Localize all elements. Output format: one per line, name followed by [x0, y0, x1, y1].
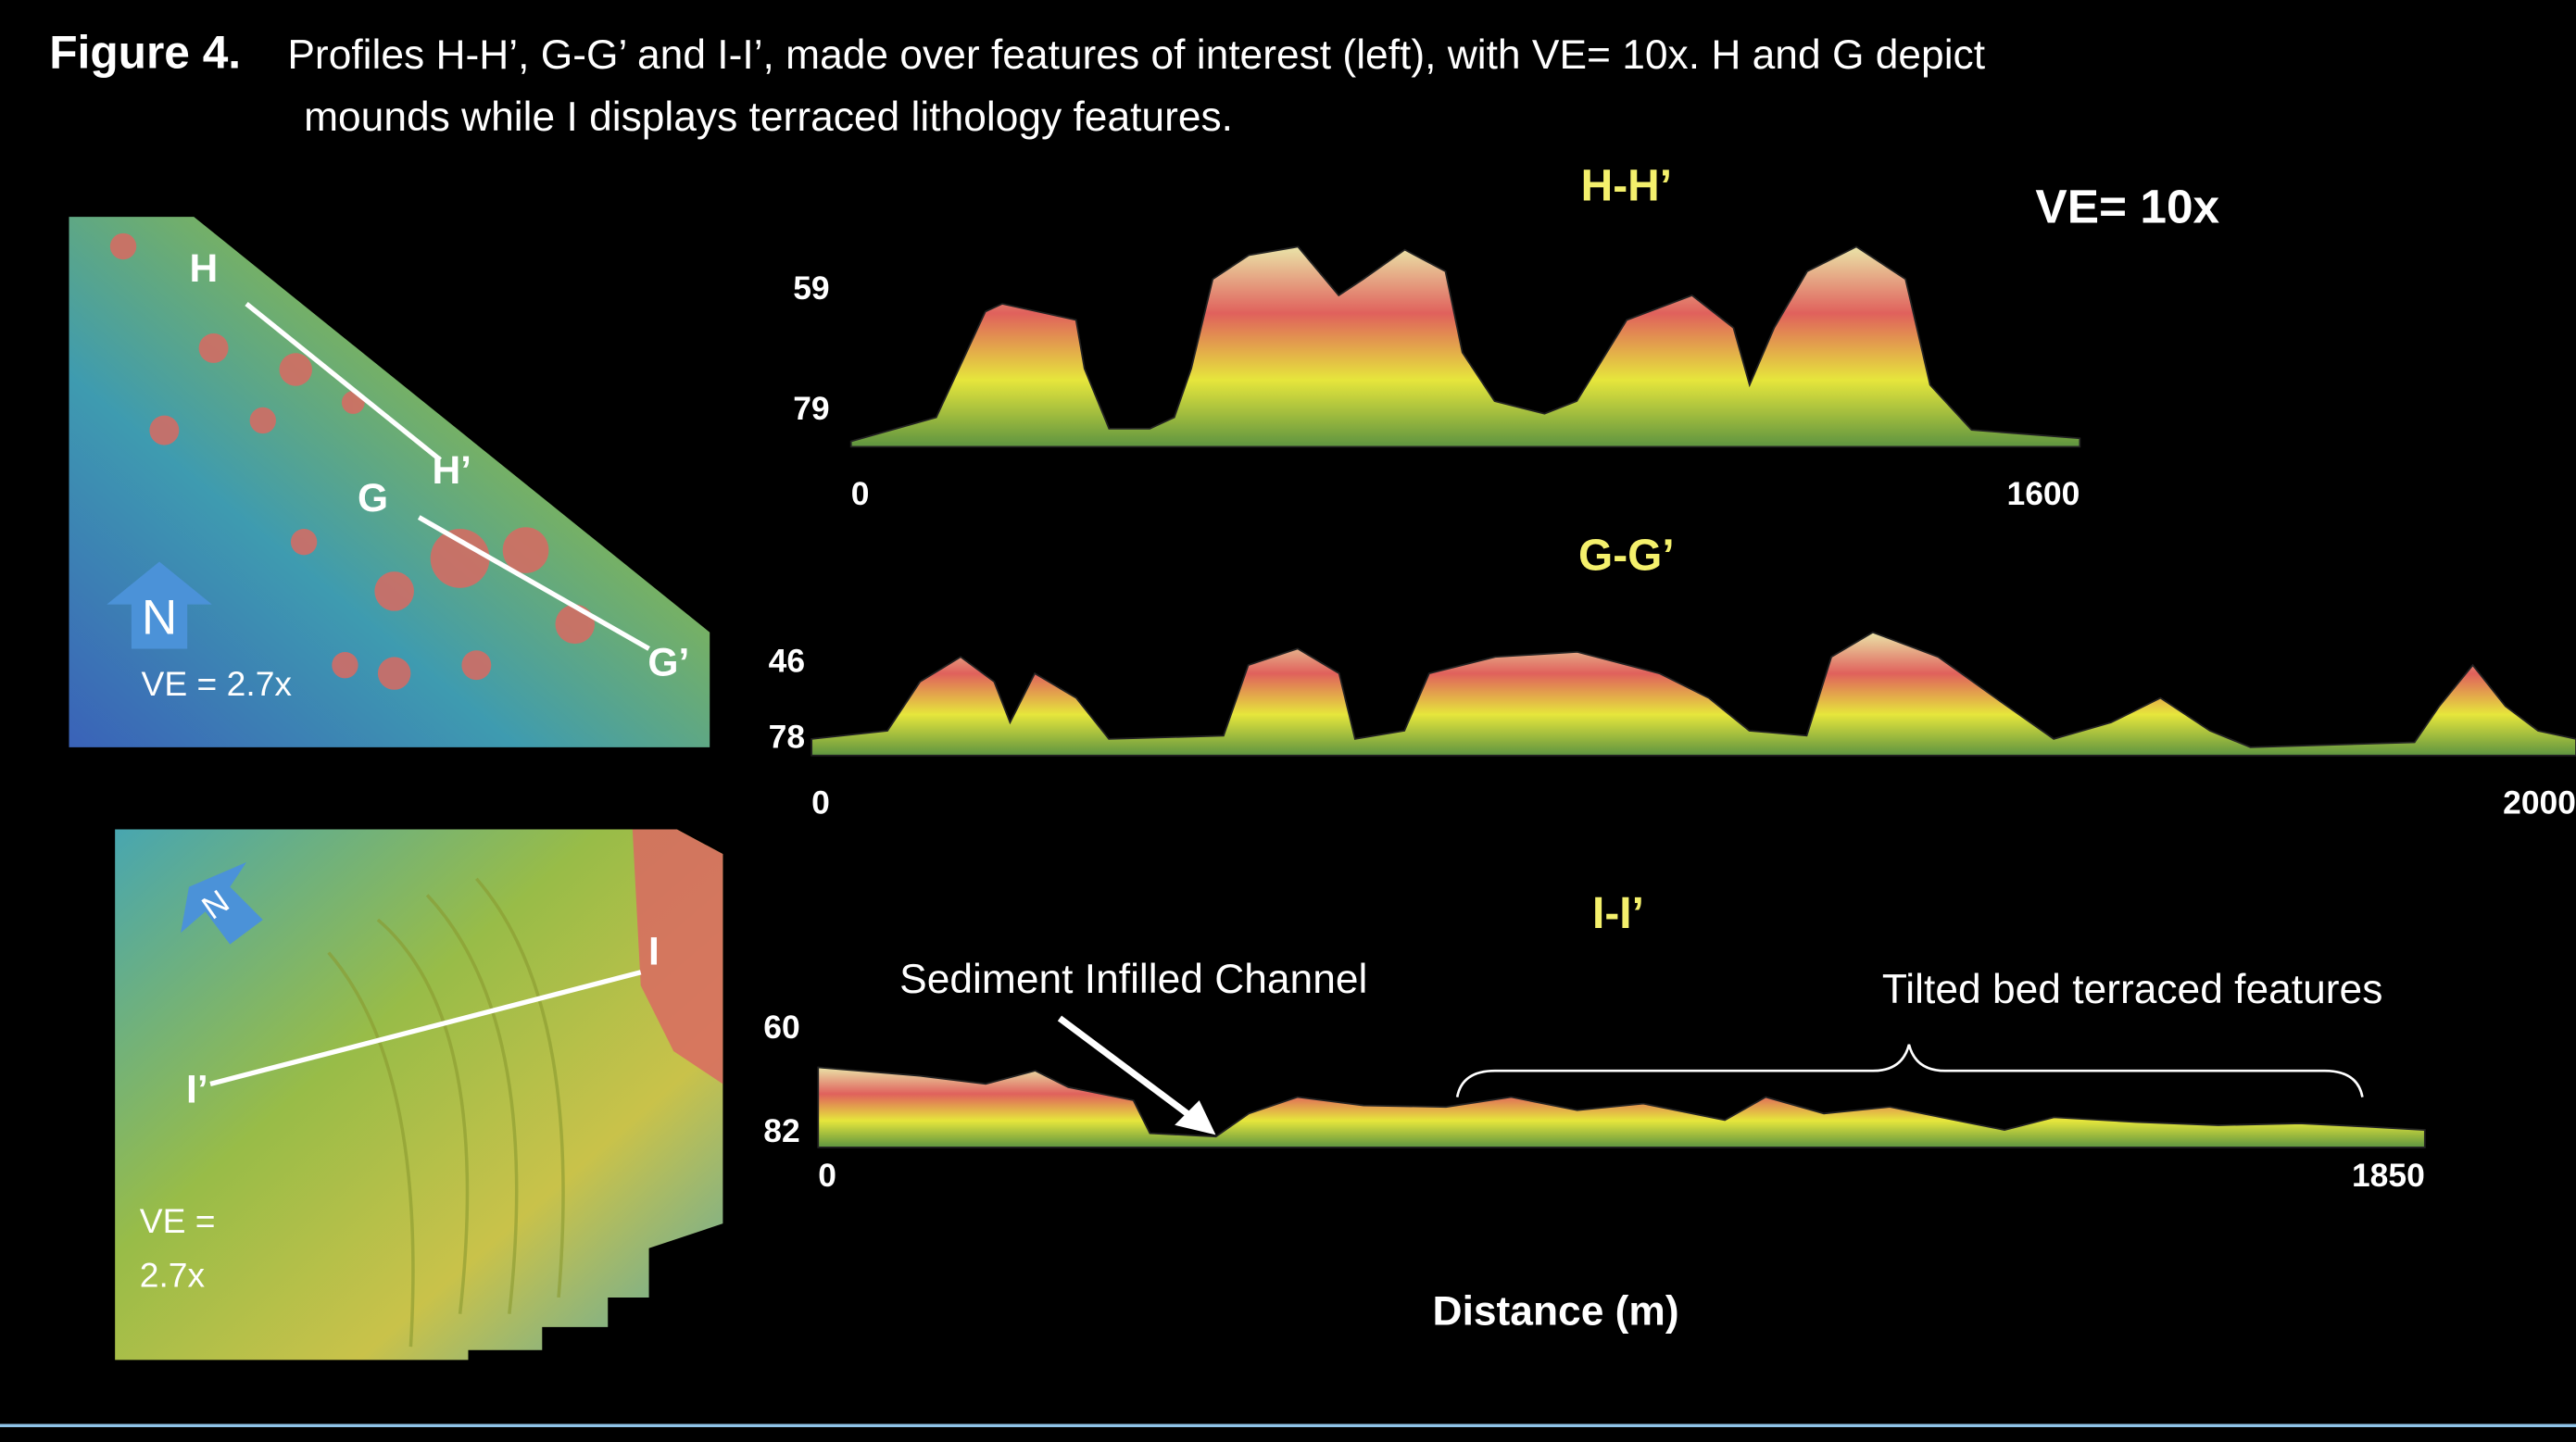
- north-label: N: [142, 590, 177, 645]
- x-tick-label: 1600: [2006, 475, 2080, 512]
- profile-area: [810, 631, 2576, 757]
- x-tick-label: 0: [818, 1157, 836, 1194]
- map-surface: [115, 829, 723, 1360]
- chart-title: I-I’: [1592, 889, 1644, 938]
- map-ve: 2.7x: [140, 1256, 206, 1295]
- y-tick-label: 59: [793, 270, 829, 307]
- profile-area: [817, 1066, 2426, 1148]
- annotation-arrowhead: [1175, 1100, 1216, 1135]
- map-i: N I I’ VE = 2.7x: [115, 829, 723, 1360]
- mounds: [109, 232, 596, 690]
- caption-line: Profiles H-H’, G-G’ and I-I’, made over …: [287, 32, 1985, 78]
- map-label: G: [358, 476, 388, 520]
- north-arrow: [181, 862, 263, 945]
- y-tick-label: 79: [793, 390, 829, 427]
- profile-line: [417, 515, 650, 651]
- annotation-brace: [1455, 1044, 2364, 1097]
- y-tick-label: 60: [763, 1009, 799, 1046]
- x-axis-title: Distance (m): [1433, 1288, 1679, 1334]
- map-label: H: [190, 246, 219, 291]
- caption-line: mounds while I displays terraced litholo…: [304, 94, 1233, 140]
- x-tick-label: 0: [851, 475, 870, 512]
- x-tick-label: 1850: [2352, 1157, 2425, 1194]
- ve-label: VE= 10x: [2035, 180, 2219, 233]
- terraces: [327, 877, 565, 1348]
- y-tick-label: 78: [769, 718, 805, 755]
- profile-line: [245, 301, 442, 462]
- map-label: I: [648, 930, 660, 974]
- ridge: [632, 829, 723, 1085]
- figure-label: Figure 4.: [49, 26, 241, 78]
- map-label: G’: [647, 640, 689, 684]
- annotation-arrow: [1057, 1015, 1199, 1123]
- y-tick-label: 82: [763, 1112, 799, 1149]
- x-tick-label: 2000: [2503, 784, 2576, 821]
- x-tick-label: 0: [811, 784, 830, 821]
- map-hg: H H’ G G’ N VE = 2.7x: [69, 217, 710, 747]
- map-ve: VE =: [140, 1201, 216, 1240]
- profile-area: [849, 245, 2081, 448]
- annotation: Tilted bed terraced features: [1882, 967, 2382, 1012]
- annotation: Sediment Infilled Channel: [899, 957, 1367, 1002]
- map-label: I’: [186, 1068, 208, 1112]
- map-ve: VE = 2.7x: [142, 664, 293, 703]
- chart-title: G-G’: [1578, 532, 1675, 581]
- profile-line: [209, 970, 642, 1086]
- map-surface: [69, 217, 710, 747]
- chart-title: H-H’: [1581, 162, 1672, 211]
- north-arrow: [107, 561, 212, 649]
- map-label: H’: [432, 448, 471, 493]
- y-tick-label: 46: [769, 643, 805, 680]
